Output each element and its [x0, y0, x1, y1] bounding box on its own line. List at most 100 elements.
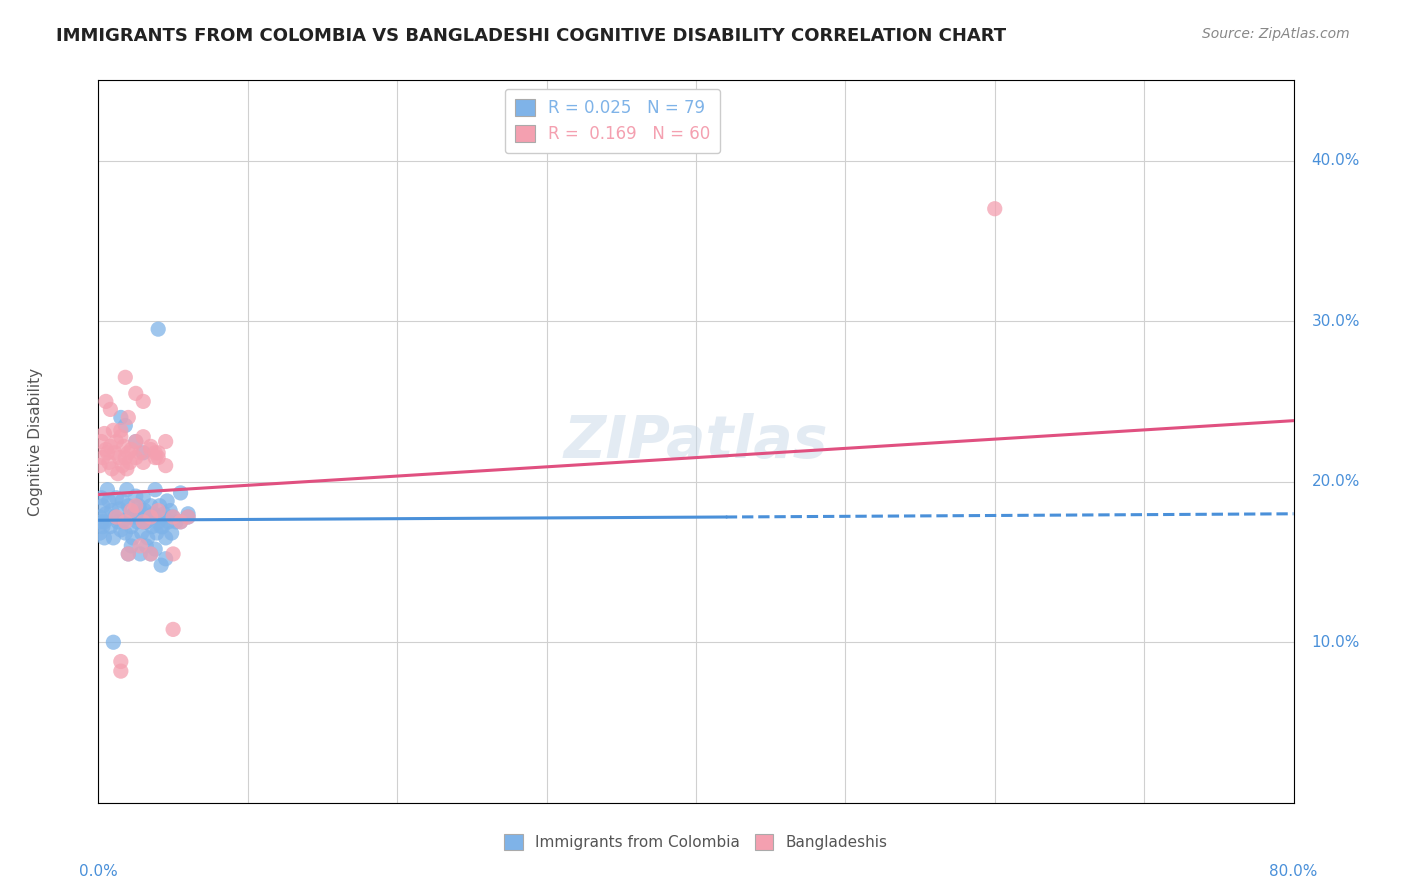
Point	[103, 635, 125, 649]
Point	[93, 515, 115, 529]
Point	[177, 507, 200, 521]
Text: 10.0%: 10.0%	[1312, 635, 1360, 649]
Point	[139, 510, 162, 524]
Point	[142, 507, 165, 521]
Point	[177, 510, 200, 524]
Point	[143, 450, 166, 465]
Point	[117, 499, 139, 513]
Point	[96, 446, 118, 460]
Point	[97, 455, 120, 469]
Point	[132, 430, 155, 444]
Point	[110, 523, 132, 537]
Point	[125, 450, 148, 465]
Point	[125, 499, 148, 513]
Point	[149, 499, 172, 513]
Point	[143, 542, 166, 557]
Point	[89, 458, 111, 473]
Point	[135, 515, 157, 529]
Point	[94, 394, 117, 409]
Point	[139, 499, 162, 513]
Point	[110, 664, 132, 678]
Point	[157, 515, 180, 529]
Point	[114, 526, 136, 541]
Point	[138, 510, 160, 524]
Point	[139, 547, 162, 561]
Point	[110, 655, 132, 669]
Point	[101, 462, 124, 476]
Point	[984, 202, 1007, 216]
Point	[103, 531, 125, 545]
Point	[162, 510, 184, 524]
Point	[108, 450, 131, 465]
Point	[162, 547, 184, 561]
Point	[148, 450, 170, 465]
Point	[112, 439, 135, 453]
Point	[125, 434, 148, 449]
Point	[150, 519, 173, 533]
Point	[165, 515, 187, 529]
Point	[162, 510, 184, 524]
Text: 80.0%: 80.0%	[1270, 863, 1317, 879]
Point	[114, 450, 136, 465]
Point	[91, 499, 114, 513]
Point	[148, 503, 170, 517]
Point	[129, 510, 152, 524]
Point	[101, 503, 124, 517]
Point	[150, 558, 173, 573]
Text: IMMIGRANTS FROM COLOMBIA VS BANGLADESHI COGNITIVE DISABILITY CORRELATION CHART: IMMIGRANTS FROM COLOMBIA VS BANGLADESHI …	[56, 27, 1007, 45]
Point	[125, 386, 148, 401]
Point	[121, 531, 143, 545]
Point	[118, 455, 141, 469]
Point	[120, 503, 142, 517]
Point	[110, 430, 132, 444]
Point	[141, 519, 163, 533]
Point	[135, 515, 157, 529]
Point	[132, 394, 155, 409]
Point	[103, 423, 125, 437]
Point	[104, 446, 127, 460]
Point	[177, 510, 200, 524]
Point	[125, 510, 148, 524]
Point	[107, 467, 129, 481]
Point	[110, 410, 132, 425]
Point	[115, 462, 138, 476]
Point	[91, 450, 114, 465]
Point	[93, 531, 115, 545]
Point	[145, 526, 167, 541]
Point	[94, 507, 117, 521]
Point	[156, 494, 179, 508]
Point	[129, 503, 152, 517]
Point	[93, 426, 115, 441]
Point	[155, 458, 177, 473]
Point	[114, 370, 136, 384]
Point	[98, 439, 122, 453]
Point	[155, 551, 177, 566]
Point	[129, 539, 152, 553]
Text: 30.0%: 30.0%	[1312, 314, 1360, 328]
Point	[136, 531, 159, 545]
Point	[97, 494, 120, 508]
Point	[90, 515, 112, 529]
Point	[125, 489, 148, 503]
Point	[104, 510, 127, 524]
Legend: Immigrants from Colombia, Bangladeshis: Immigrants from Colombia, Bangladeshis	[498, 829, 894, 856]
Point	[111, 458, 134, 473]
Point	[129, 446, 152, 460]
Point	[135, 539, 157, 553]
Point	[117, 446, 139, 460]
Point	[89, 510, 111, 524]
Point	[90, 434, 112, 449]
Point	[139, 442, 162, 457]
Text: 20.0%: 20.0%	[1312, 475, 1360, 489]
Point	[132, 515, 155, 529]
Point	[117, 547, 139, 561]
Point	[105, 434, 128, 449]
Text: Cognitive Disability: Cognitive Disability	[28, 368, 44, 516]
Point	[169, 515, 191, 529]
Point	[143, 446, 166, 460]
Point	[139, 547, 162, 561]
Point	[132, 491, 155, 505]
Point	[132, 455, 155, 469]
Text: Source: ZipAtlas.com: Source: ZipAtlas.com	[1202, 27, 1350, 41]
Point	[148, 515, 170, 529]
